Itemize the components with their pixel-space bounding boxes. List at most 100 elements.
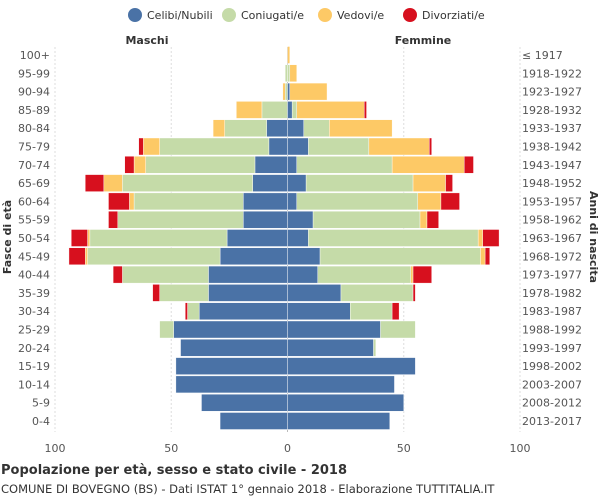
bar-male-celibi <box>266 119 288 137</box>
age-group-label: 15-19 <box>18 360 50 373</box>
birth-year-label: 1993-1997 <box>522 342 582 355</box>
bar-male-celibi <box>219 412 288 430</box>
bar-male-celibi <box>180 339 288 357</box>
age-group-label: 0-4 <box>32 415 50 428</box>
x-tick-label: 100 <box>510 442 531 455</box>
bar-male-coniugati <box>284 82 288 101</box>
bar-female-divorziate <box>445 174 453 192</box>
bar-male-vedovi <box>236 101 263 119</box>
bar-male-coniugati <box>133 192 244 211</box>
bar-male-divorziati <box>85 174 105 192</box>
bar-female-nubili <box>287 302 351 320</box>
age-group-label: 5-9 <box>32 397 50 410</box>
bar-female-vedove <box>287 46 291 64</box>
bar-female-divorziate <box>484 247 490 266</box>
bar-female-divorziate <box>391 302 400 320</box>
bar-male-coniugati <box>187 302 200 320</box>
x-tick-label: 50 <box>397 442 411 455</box>
bar-male-divorziati <box>184 302 188 320</box>
bar-male-vedovi <box>85 247 88 266</box>
age-group-label: 20-24 <box>18 342 50 355</box>
age-group-label: 75-79 <box>18 141 50 154</box>
birth-year-label: 1943-1947 <box>522 159 582 172</box>
birth-year-label: 1973-1977 <box>522 269 582 282</box>
bar-female-nubili <box>287 119 304 137</box>
bar-male-celibi <box>175 375 288 394</box>
bar-female-vedove <box>419 210 428 229</box>
legend-label: Celibi/Nubili <box>147 9 213 22</box>
bar-male-vedovi <box>143 137 160 156</box>
age-group-label: 10-14 <box>18 378 50 391</box>
bar-male-coniugati <box>117 210 244 229</box>
bar-female-coniugate <box>291 101 297 119</box>
bar-male-coniugati <box>159 137 270 156</box>
bar-female-coniugate <box>305 174 414 192</box>
legend: Celibi/Nubili Coniugati/e Vedovi/e Divorzia… <box>128 8 485 22</box>
birth-year-label: 1923-1927 <box>522 86 582 99</box>
bar-male-coniugati <box>284 64 288 83</box>
bar-female-coniugate <box>303 119 330 137</box>
age-group-label: 80-84 <box>18 122 50 135</box>
bar-male-divorziati <box>71 229 88 247</box>
birth-year-label: 1978-1982 <box>522 287 582 300</box>
legend-swatch <box>318 8 332 22</box>
bar-male-divorziati <box>138 137 144 156</box>
bar-male-vedovi <box>133 156 146 174</box>
age-group-label: 65-69 <box>18 177 50 190</box>
bar-male-coniugati <box>145 156 256 174</box>
age-group-label: 85-89 <box>18 104 50 117</box>
bar-female-divorziate <box>364 101 367 119</box>
bar-female-divorziate <box>412 284 416 302</box>
birth-year-label: 1948-1952 <box>522 177 582 190</box>
bar-female-divorziate <box>464 156 474 174</box>
bar-male-divorziati <box>124 156 135 174</box>
bar-male-celibi <box>208 284 288 302</box>
bar-male-celibi <box>175 357 288 375</box>
bar-male-vedovi <box>129 192 135 211</box>
bar-female-nubili <box>287 156 298 174</box>
bar-male-divorziati <box>68 247 86 266</box>
birth-year-label: 2008-2012 <box>522 397 582 410</box>
birth-year-label: 1983-1987 <box>522 305 582 318</box>
bar-female-vedove <box>368 137 430 156</box>
bar-female-coniugate <box>312 210 421 229</box>
age-group-label: 55-59 <box>18 214 50 227</box>
legend-swatch <box>403 8 417 22</box>
birth-year-label: 1988-1992 <box>522 324 582 337</box>
age-group-label: 25-29 <box>18 324 50 337</box>
birth-year-label: 1918-1922 <box>522 67 582 80</box>
bar-female-nubili <box>287 412 391 430</box>
bar-female-nubili <box>287 210 314 229</box>
bar-female-nubili <box>287 192 298 211</box>
bar-female-coniugate <box>317 265 411 284</box>
bar-female-vedove <box>410 265 414 284</box>
bar-male-coniugati <box>159 320 174 339</box>
bar-female-nubili <box>287 174 307 192</box>
bar-female-coniugate <box>380 320 416 339</box>
birth-year-labels: ≤ 1917 1918-1922 1923-1927 1928-1932 1933-19… <box>522 49 582 428</box>
age-group-label: 45-49 <box>18 250 50 263</box>
age-group-label: 40-44 <box>18 269 50 282</box>
bar-female-nubili <box>287 339 374 357</box>
birth-year-label: 2013-2017 <box>522 415 582 428</box>
bar-female-coniugate <box>319 247 481 266</box>
birth-year-label: ≤ 1917 <box>522 49 563 62</box>
age-group-label: 35-39 <box>18 287 50 300</box>
bar-male-vedovi <box>103 174 123 192</box>
bar-male-celibi <box>254 156 288 174</box>
bar-female-coniugate <box>308 229 479 247</box>
bar-male-divorziati <box>112 265 123 284</box>
x-tick-label: 100 <box>45 442 66 455</box>
bar-female-nubili <box>287 229 309 247</box>
age-group-label: 60-64 <box>18 195 50 208</box>
bar-female-vedove <box>477 229 483 247</box>
legend-label: Vedovi/e <box>337 9 384 22</box>
age-group-labels: 100+ 95-99 90-94 85-89 80-84 75-79 70-74 65-69 6… <box>18 49 50 428</box>
bar-female-coniugate <box>373 339 377 357</box>
bar-female-nubili <box>287 394 404 412</box>
bar-female-vedove <box>417 192 442 211</box>
bar-female-divorziate <box>482 229 500 247</box>
bar-male-celibi <box>243 192 288 211</box>
bar-female-vedove <box>296 101 365 119</box>
